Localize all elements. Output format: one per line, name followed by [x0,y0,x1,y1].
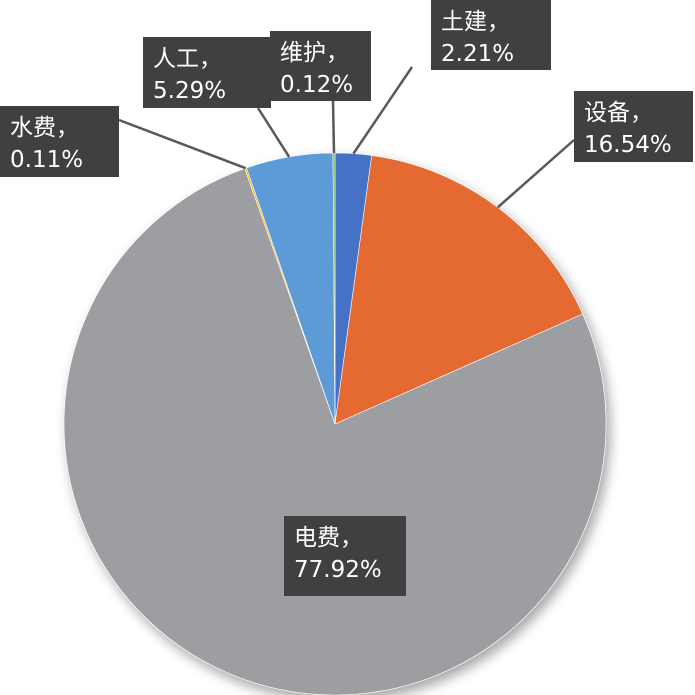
leader-line [331,100,336,154]
pie-slice [334,155,584,425]
data-label-box [0,106,119,177]
data-label-box [143,37,271,108]
pie-slices [63,152,607,695]
data-label-box [284,516,406,596]
data-label: 人工， 5.29% [143,37,271,108]
pie-slice [63,168,607,695]
data-labels: 土建， 2.21% 设备， 16.54% 电费， 77.92% 水费， 0.11% 人工， 5.2… [0,0,693,596]
data-label: 水费， 0.11% [0,106,119,177]
data-label-category: 土建， [441,9,510,35]
leader-line [496,139,575,209]
leader-lines [118,66,575,209]
data-label-value: 2.21% [441,41,514,67]
data-label-category: 人工， [153,46,222,72]
data-label: 维护， 0.12% [270,31,371,101]
data-label-value: 0.12% [280,72,353,98]
data-label-box [574,91,693,162]
data-label-value: 16.54% [584,132,672,158]
data-label-value: 5.29% [153,78,226,104]
data-label-category: 设备， [584,100,653,126]
data-label-box [431,0,551,70]
data-label-value: 0.11% [10,147,83,173]
leader-line [256,107,291,158]
data-label: 土建， 2.21% [431,0,551,70]
leader-line [118,118,247,170]
data-label-category: 电费， [294,525,363,551]
data-label-category: 水费， [10,115,79,141]
leader-line [352,66,414,155]
data-label-box [270,31,371,101]
data-label-value: 77.92% [294,557,382,583]
data-label: 电费， 77.92% [284,516,406,596]
data-label: 设备， 16.54% [574,91,693,162]
data-label-category: 维护， [280,40,349,66]
